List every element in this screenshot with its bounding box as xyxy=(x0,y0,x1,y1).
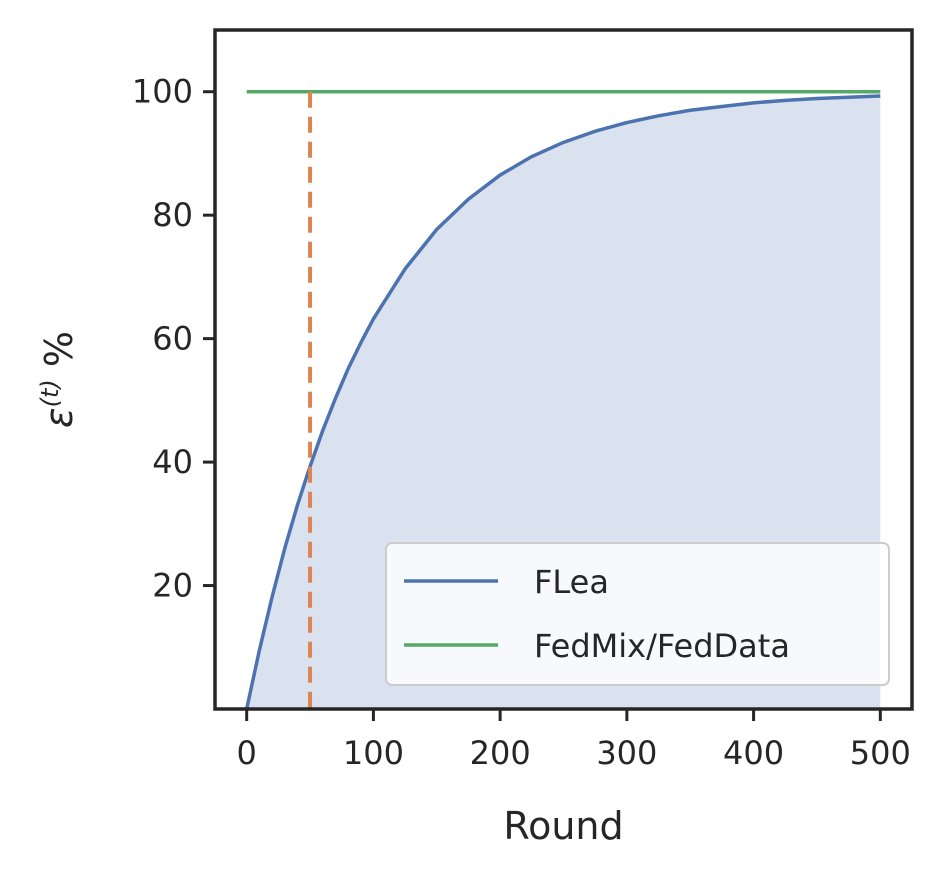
plot-frame xyxy=(213,28,914,711)
legend: FLea FedMix/FedData xyxy=(385,542,890,686)
y-tick-label-2: 60 xyxy=(152,320,193,358)
y-axis-label-symbol: ε xyxy=(37,407,81,428)
y-tick-label-0: 20 xyxy=(152,567,193,605)
legend-box xyxy=(385,542,890,686)
y-axis-label: ε(t) % xyxy=(36,331,81,428)
x-tick-label-5: 500 xyxy=(850,734,911,772)
x-tick-label-1: 100 xyxy=(343,734,404,772)
x-ticks: 0 100 200 300 400 500 xyxy=(237,709,911,772)
y-tick-label-4: 100 xyxy=(132,73,193,111)
x-tick-label-3: 300 xyxy=(596,734,657,772)
legend-label-0: FLea xyxy=(534,563,609,601)
y-tick-label-3: 80 xyxy=(152,196,193,234)
x-tick-label-4: 400 xyxy=(723,734,784,772)
y-axis-label-suffix: % xyxy=(37,331,81,379)
y-axis-label-superscript: (t) xyxy=(36,379,64,407)
y-ticks: 20 40 60 80 100 xyxy=(132,73,215,605)
y-tick-label-1: 40 xyxy=(152,443,193,481)
series-line-0 xyxy=(244,94,881,710)
x-tick-label-0: 0 xyxy=(237,734,257,772)
x-axis-label: Round xyxy=(503,804,623,848)
x-tick-label-2: 200 xyxy=(470,734,531,772)
series-layer xyxy=(244,89,881,710)
legend-label-1: FedMix/FedData xyxy=(534,627,790,665)
